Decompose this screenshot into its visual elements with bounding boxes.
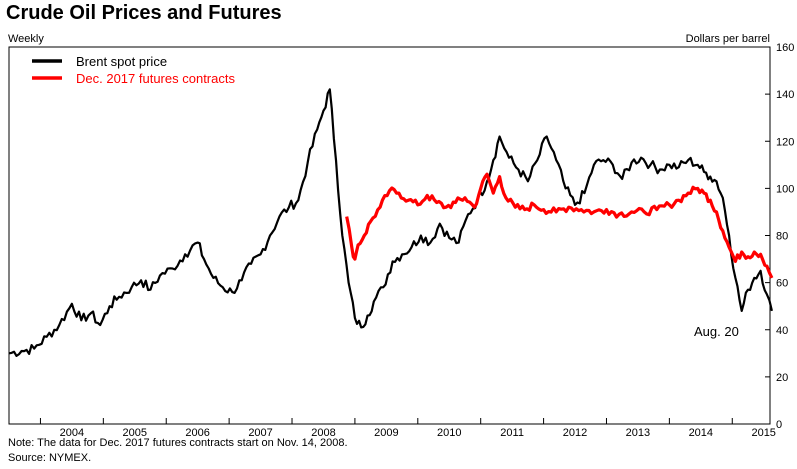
y-tick-label: 140 — [776, 89, 794, 101]
chart-note: Note: The data for Dec. 2017 futures con… — [8, 437, 348, 449]
y-tick-label: 60 — [776, 278, 788, 290]
frequency-label: Weekly — [8, 33, 44, 45]
x-tick-label: 2014 — [689, 427, 713, 439]
annotation-aug-20: Aug. 20 — [694, 324, 739, 339]
x-tick-label: 2007 — [248, 427, 272, 439]
x-tick-label: 2006 — [185, 427, 209, 439]
x-tick-label: 2010 — [437, 427, 461, 439]
series-line-futures — [345, 172, 774, 279]
plot-frame — [8, 46, 771, 425]
legend-label-brent: Brent spot price — [76, 54, 167, 69]
x-tick-label: 2005 — [123, 427, 147, 439]
x-tick-label: 2013 — [626, 427, 650, 439]
y-tick-label: 20 — [776, 372, 788, 384]
y-tick-label: 0 — [776, 419, 782, 431]
y-axis-unit-label: Dollars per barrel — [685, 33, 770, 45]
legend-label-futures: Dec. 2017 futures contracts — [76, 71, 235, 86]
y-tick-label: 100 — [776, 183, 794, 195]
chart-series — [8, 88, 774, 357]
y-tick-label: 80 — [776, 231, 788, 243]
y-tick-label: 120 — [776, 136, 794, 148]
x-tick-label: 2012 — [563, 427, 587, 439]
x-tick-label: 2011 — [500, 427, 524, 439]
x-tick-label: 2009 — [374, 427, 398, 439]
y-tick-label: 160 — [776, 42, 794, 54]
chart-axes — [8, 46, 771, 425]
y-tick-label: 40 — [776, 325, 788, 337]
x-axis-ticks: 2004 2005 2006 2007 2008 2009 2010 2011 2012 2013… — [39, 418, 776, 439]
x-tick-label: 2015 — [751, 427, 775, 439]
chart-legend: Brent spot price Dec. 2017 futures contr… — [32, 54, 235, 86]
x-tick-label: 2004 — [60, 427, 84, 439]
series-line-brent — [8, 88, 773, 357]
chart-title: Crude Oil Prices and Futures — [6, 2, 282, 24]
x-tick-label: 2008 — [311, 427, 335, 439]
y-axis-ticks: 0 20 40 60 80 100 120 140 160 — [765, 42, 794, 431]
chart-source: Source: NYMEX. — [8, 452, 92, 464]
